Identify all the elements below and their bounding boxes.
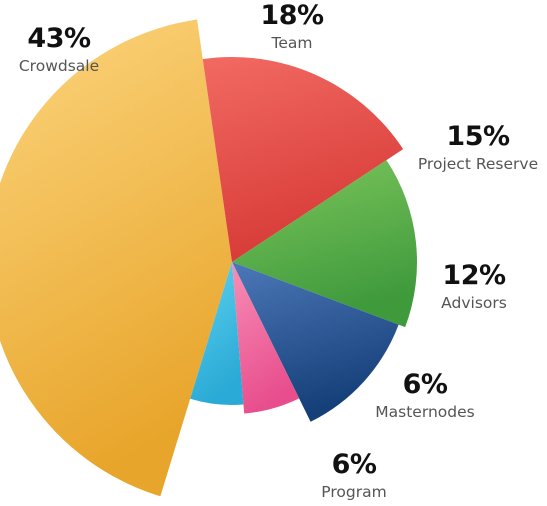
program-percent-label: 6% — [331, 449, 377, 480]
crowdsale-name-label: Crowdsale — [18, 57, 100, 75]
label-crowdsale: 43% Crowdsale — [7, 25, 111, 75]
pie-slice-crowdsale — [0, 19, 232, 497]
project-reserve-percent-label: 15% — [446, 121, 510, 152]
project-reserve-name-label: Project Reserve — [417, 155, 539, 173]
advisors-percent-label: 12% — [442, 260, 506, 291]
team-percent-label: 18% — [260, 0, 324, 31]
label-masternodes: 6% Masternodes — [368, 371, 482, 421]
advisors-name-label: Advisors — [441, 294, 507, 312]
team-name-label: Team — [271, 34, 313, 52]
program-name-label: Program — [321, 483, 387, 501]
label-advisors: 12% Advisors — [434, 262, 514, 312]
label-project-reserve: 15% Project Reserve — [412, 123, 544, 173]
pie-slice-advisors — [232, 262, 399, 422]
pie-slice-project-reserve — [232, 160, 418, 328]
masternodes-name-label: Masternodes — [375, 403, 475, 421]
pie-slice-team — [202, 57, 404, 262]
pie-slice-program — [190, 262, 244, 406]
label-program: 6% Program — [314, 451, 394, 501]
pie-slice-masternodes — [232, 262, 300, 414]
label-team: 18% Team — [252, 2, 332, 52]
masternodes-percent-label: 6% — [402, 369, 448, 400]
crowdsale-percent-label: 43% — [27, 23, 91, 54]
